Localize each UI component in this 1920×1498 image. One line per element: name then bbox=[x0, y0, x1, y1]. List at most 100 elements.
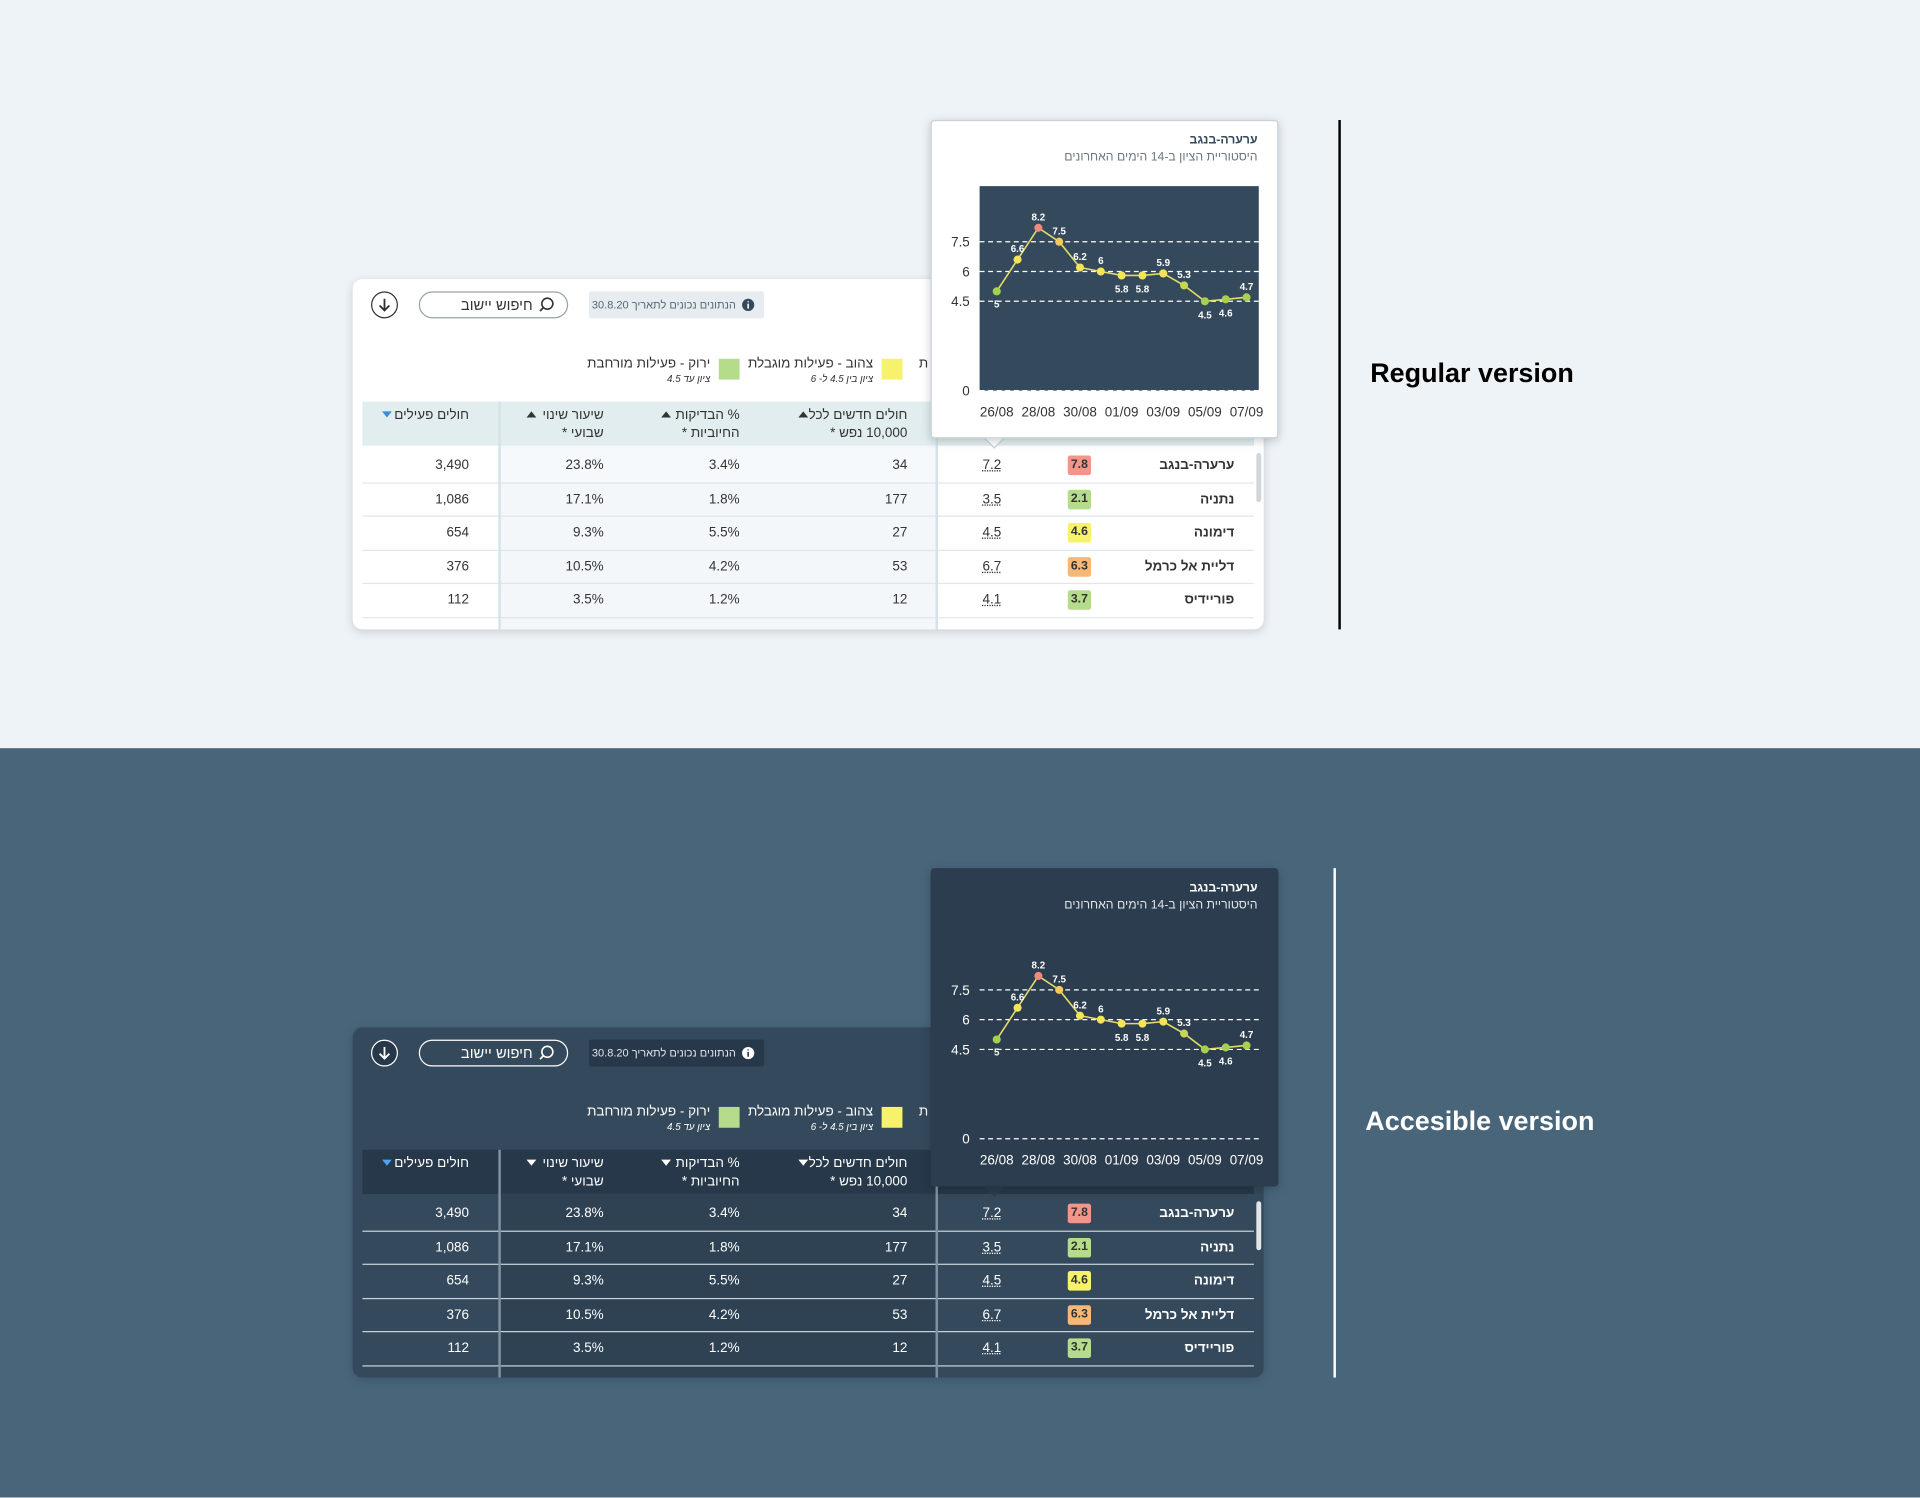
column-header[interactable]: החיוביות * bbox=[605, 1172, 740, 1192]
search-placeholder[interactable]: חיפוש יישוב bbox=[410, 295, 532, 315]
city-name: נתניה bbox=[1087, 489, 1234, 509]
column-header[interactable]: שבועי * bbox=[469, 1172, 604, 1192]
score-point bbox=[1118, 1020, 1126, 1028]
cell-value: 1,086 bbox=[359, 489, 469, 509]
data-label: 5.8 bbox=[1115, 285, 1129, 296]
score-value: 6.3 bbox=[1068, 1305, 1091, 1325]
row-divider bbox=[362, 516, 1253, 517]
score-point bbox=[1180, 281, 1188, 289]
data-label: 6.6 bbox=[1011, 244, 1025, 255]
score-point bbox=[1138, 1020, 1146, 1028]
column-header[interactable]: חולים פעילים bbox=[334, 1153, 469, 1173]
data-label: 5 bbox=[994, 299, 1000, 310]
download-button[interactable] bbox=[371, 291, 398, 318]
column-header[interactable]: חולים חדשים לכל bbox=[773, 1153, 908, 1173]
score-point bbox=[1118, 271, 1126, 279]
city-name: דימונה bbox=[1087, 523, 1234, 543]
x-tick-label: 03/09 bbox=[1146, 404, 1180, 419]
legend-label: ת bbox=[904, 1102, 928, 1122]
row-divider bbox=[362, 583, 1253, 584]
sort-arrow bbox=[661, 411, 671, 417]
version-divider bbox=[1333, 868, 1335, 1377]
y-tick-label: 4.5 bbox=[951, 294, 970, 309]
x-tick-label: 30/08 bbox=[1063, 404, 1097, 419]
column-header[interactable]: % הבדיקות bbox=[605, 1153, 740, 1173]
y-tick-label: 4.5 bbox=[951, 1042, 970, 1057]
row-divider bbox=[362, 1331, 1253, 1332]
y-tick-label: 7.5 bbox=[951, 983, 970, 998]
column-header[interactable]: 10,000 נפש * bbox=[773, 424, 908, 444]
score-point bbox=[1222, 295, 1230, 303]
score-value: 7.8 bbox=[1068, 456, 1091, 476]
x-tick-label: 28/08 bbox=[1022, 404, 1056, 419]
score-point bbox=[1138, 271, 1146, 279]
download-button[interactable] bbox=[371, 1040, 398, 1067]
column-header[interactable]: חולים חדשים לכל bbox=[773, 405, 908, 425]
cell-value: 9.3% bbox=[493, 523, 603, 543]
cell-value: 12 bbox=[797, 590, 907, 610]
cell-value: 9.3% bbox=[493, 1271, 603, 1291]
cell-value: 376 bbox=[359, 557, 469, 577]
score-point bbox=[1159, 1018, 1167, 1026]
column-header[interactable]: % הבדיקות bbox=[605, 405, 740, 425]
score-value: 6.3 bbox=[1068, 557, 1091, 577]
search-icon bbox=[539, 295, 559, 315]
column-header[interactable]: חולים פעילים bbox=[334, 405, 469, 425]
x-tick-label: 03/09 bbox=[1146, 1152, 1180, 1167]
score-point bbox=[1014, 1004, 1022, 1012]
date-note: הנתונים נכונים לתאריך 30.8.20 bbox=[589, 295, 736, 315]
x-tick-label: 26/08 bbox=[980, 1152, 1014, 1167]
x-tick-label: 07/09 bbox=[1230, 404, 1264, 419]
cell-value: 23.8% bbox=[493, 1204, 603, 1224]
data-label: 8.2 bbox=[1032, 212, 1046, 223]
data-label: 5 bbox=[994, 1047, 1000, 1058]
index-value: 7.2 bbox=[967, 456, 1016, 476]
row-divider bbox=[362, 549, 1253, 550]
score-point bbox=[1201, 1045, 1209, 1053]
row-divider bbox=[362, 1230, 1253, 1231]
download-icon bbox=[372, 293, 396, 317]
cell-value: 1.2% bbox=[629, 590, 739, 610]
score-point bbox=[1159, 269, 1167, 277]
cell-value: 53 bbox=[797, 1305, 907, 1325]
legend-note: ציון בין 4.5 ל- 6 bbox=[689, 370, 873, 390]
score-point bbox=[993, 1035, 1001, 1043]
cell-value: 1.8% bbox=[629, 489, 739, 509]
data-label: 4.7 bbox=[1240, 282, 1254, 293]
legend-note: ציון בין 4.5 ל- 6 bbox=[689, 1118, 873, 1138]
index-value: 7.2 bbox=[967, 1204, 1016, 1224]
data-label: 4.5 bbox=[1198, 310, 1212, 321]
score-point bbox=[1180, 1030, 1188, 1038]
data-label: 5.8 bbox=[1115, 1033, 1129, 1044]
column-header[interactable]: שבועי * bbox=[469, 424, 604, 444]
score-chart: 04.567.526/08 28/08 30/08 01/09 03/09 05/09 07… bbox=[931, 120, 1279, 438]
cell-value: 112 bbox=[359, 1338, 469, 1358]
cell-value: 3.5% bbox=[493, 1338, 603, 1358]
score-value: 4.6 bbox=[1068, 1271, 1091, 1291]
index-value: 6.7 bbox=[967, 557, 1016, 577]
cell-value: 17.1% bbox=[493, 489, 603, 509]
data-label: 4.5 bbox=[1198, 1059, 1212, 1070]
score-point bbox=[1055, 986, 1063, 994]
sort-arrow bbox=[382, 1160, 392, 1166]
sort-arrow bbox=[382, 411, 392, 417]
data-label: 5.9 bbox=[1156, 258, 1170, 269]
score-chart: 04.567.526/08 28/08 30/08 01/09 03/09 05/09 07… bbox=[931, 868, 1279, 1186]
legend-swatch bbox=[882, 1107, 903, 1128]
cell-value: 12 bbox=[797, 1338, 907, 1358]
score-point bbox=[1097, 267, 1105, 275]
row-divider bbox=[362, 617, 1253, 618]
city-name: דימונה bbox=[1087, 1271, 1234, 1291]
info-icon bbox=[741, 1046, 756, 1061]
score-point bbox=[1097, 1016, 1105, 1024]
data-label: 4.6 bbox=[1219, 1057, 1233, 1068]
column-header[interactable]: 10,000 נפש * bbox=[773, 1172, 908, 1192]
column-header[interactable]: החיוביות * bbox=[605, 424, 740, 444]
x-tick-label: 01/09 bbox=[1105, 404, 1139, 419]
cell-value: 376 bbox=[359, 1305, 469, 1325]
cell-value: 1.2% bbox=[629, 1338, 739, 1358]
index-value: 4.1 bbox=[967, 1338, 1016, 1358]
x-tick-label: 05/09 bbox=[1188, 404, 1222, 419]
search-placeholder[interactable]: חיפוש יישוב bbox=[410, 1043, 532, 1063]
data-label: 7.5 bbox=[1052, 975, 1066, 986]
